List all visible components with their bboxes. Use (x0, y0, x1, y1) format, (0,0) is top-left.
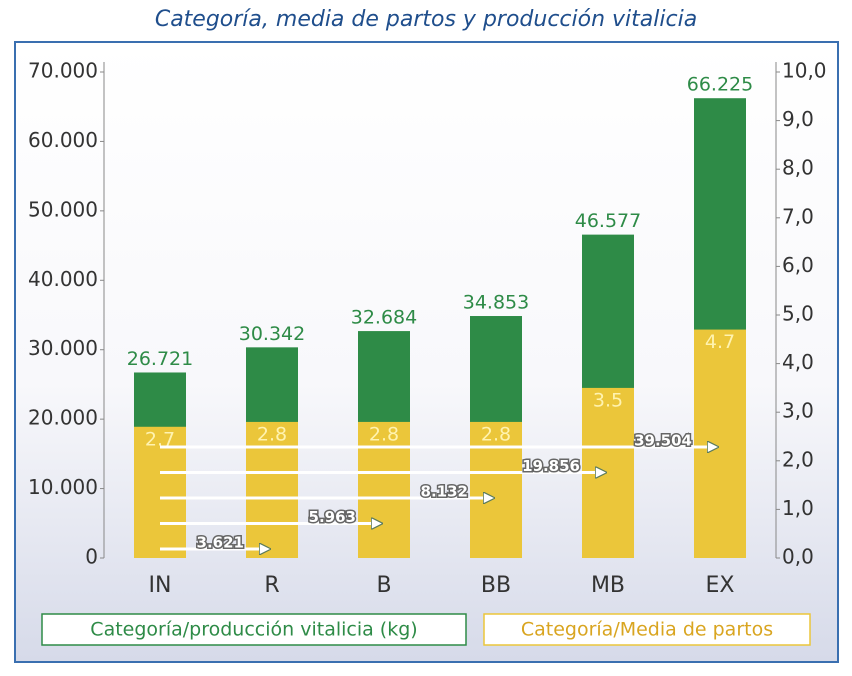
data-label: 4.7 (705, 331, 735, 353)
y2-tick-label: 4,0 (782, 350, 814, 374)
x-tick-label: BB (481, 573, 511, 598)
y2-tick-label: 1,0 (782, 496, 814, 520)
x-tick-label: IN (149, 573, 172, 598)
difference-label: 39.504 (634, 432, 692, 450)
y-tick-label: 20.000 (28, 406, 98, 430)
legend-box (41, 613, 467, 646)
data-label: 66.225 (687, 74, 753, 96)
y2-tick-label: 5,0 (782, 302, 814, 326)
bar (470, 421, 522, 558)
y2-tick-label: 3,0 (782, 399, 814, 423)
legend-box (483, 613, 811, 646)
data-label: 34.853 (463, 292, 529, 314)
data-label: 3.5 (593, 389, 623, 411)
y-tick-label: 10.000 (28, 475, 98, 499)
legend-label: Categoría/producción vitalicia (kg) (90, 619, 417, 641)
x-tick-label: EX (706, 573, 735, 598)
difference-label: 8.132 (421, 483, 468, 501)
y2-tick-label: 0,0 (782, 545, 814, 569)
x-tick-label: MB (591, 573, 625, 598)
chart-title: Categoría, media de partos y producción … (155, 7, 697, 32)
difference-label: 5.963 (309, 508, 356, 526)
bar (134, 426, 186, 558)
y2-tick-label: 7,0 (782, 204, 814, 228)
bar (246, 421, 298, 558)
difference-label: 3.621 (197, 534, 244, 552)
difference-label: 19.856 (522, 457, 580, 475)
y-tick-label: 60.000 (28, 128, 98, 152)
x-tick-label: R (264, 573, 279, 598)
y2-tick-label: 8,0 (782, 156, 814, 180)
data-label: 46.577 (575, 210, 641, 232)
y-tick-label: 30.000 (28, 336, 98, 360)
data-label: 26.721 (127, 348, 193, 370)
legend: Categoría/producción vitalicia (kg) Categ… (41, 613, 811, 646)
y2-tick-label: 2,0 (782, 447, 814, 471)
y-tick-label: 50.000 (28, 197, 98, 221)
data-label: 2.8 (369, 423, 399, 445)
legend-label: Categoría/Media de partos (521, 619, 773, 641)
y-tick-label: 0 (85, 545, 98, 569)
bar (358, 421, 410, 558)
data-label: 32.684 (351, 307, 417, 329)
y2-tick-label: 9,0 (782, 107, 814, 131)
y-tick-label: 40.000 (28, 267, 98, 291)
data-label: 30.342 (239, 323, 305, 345)
x-tick-label: B (376, 573, 391, 598)
y2-tick-label: 10,0 (782, 59, 827, 83)
bar (694, 329, 746, 558)
data-label: 2.8 (481, 423, 511, 445)
data-label: 2.8 (257, 423, 287, 445)
y-tick-label: 70.000 (28, 59, 98, 83)
data-label: 2.7 (145, 428, 175, 450)
y2-tick-label: 6,0 (782, 253, 814, 277)
